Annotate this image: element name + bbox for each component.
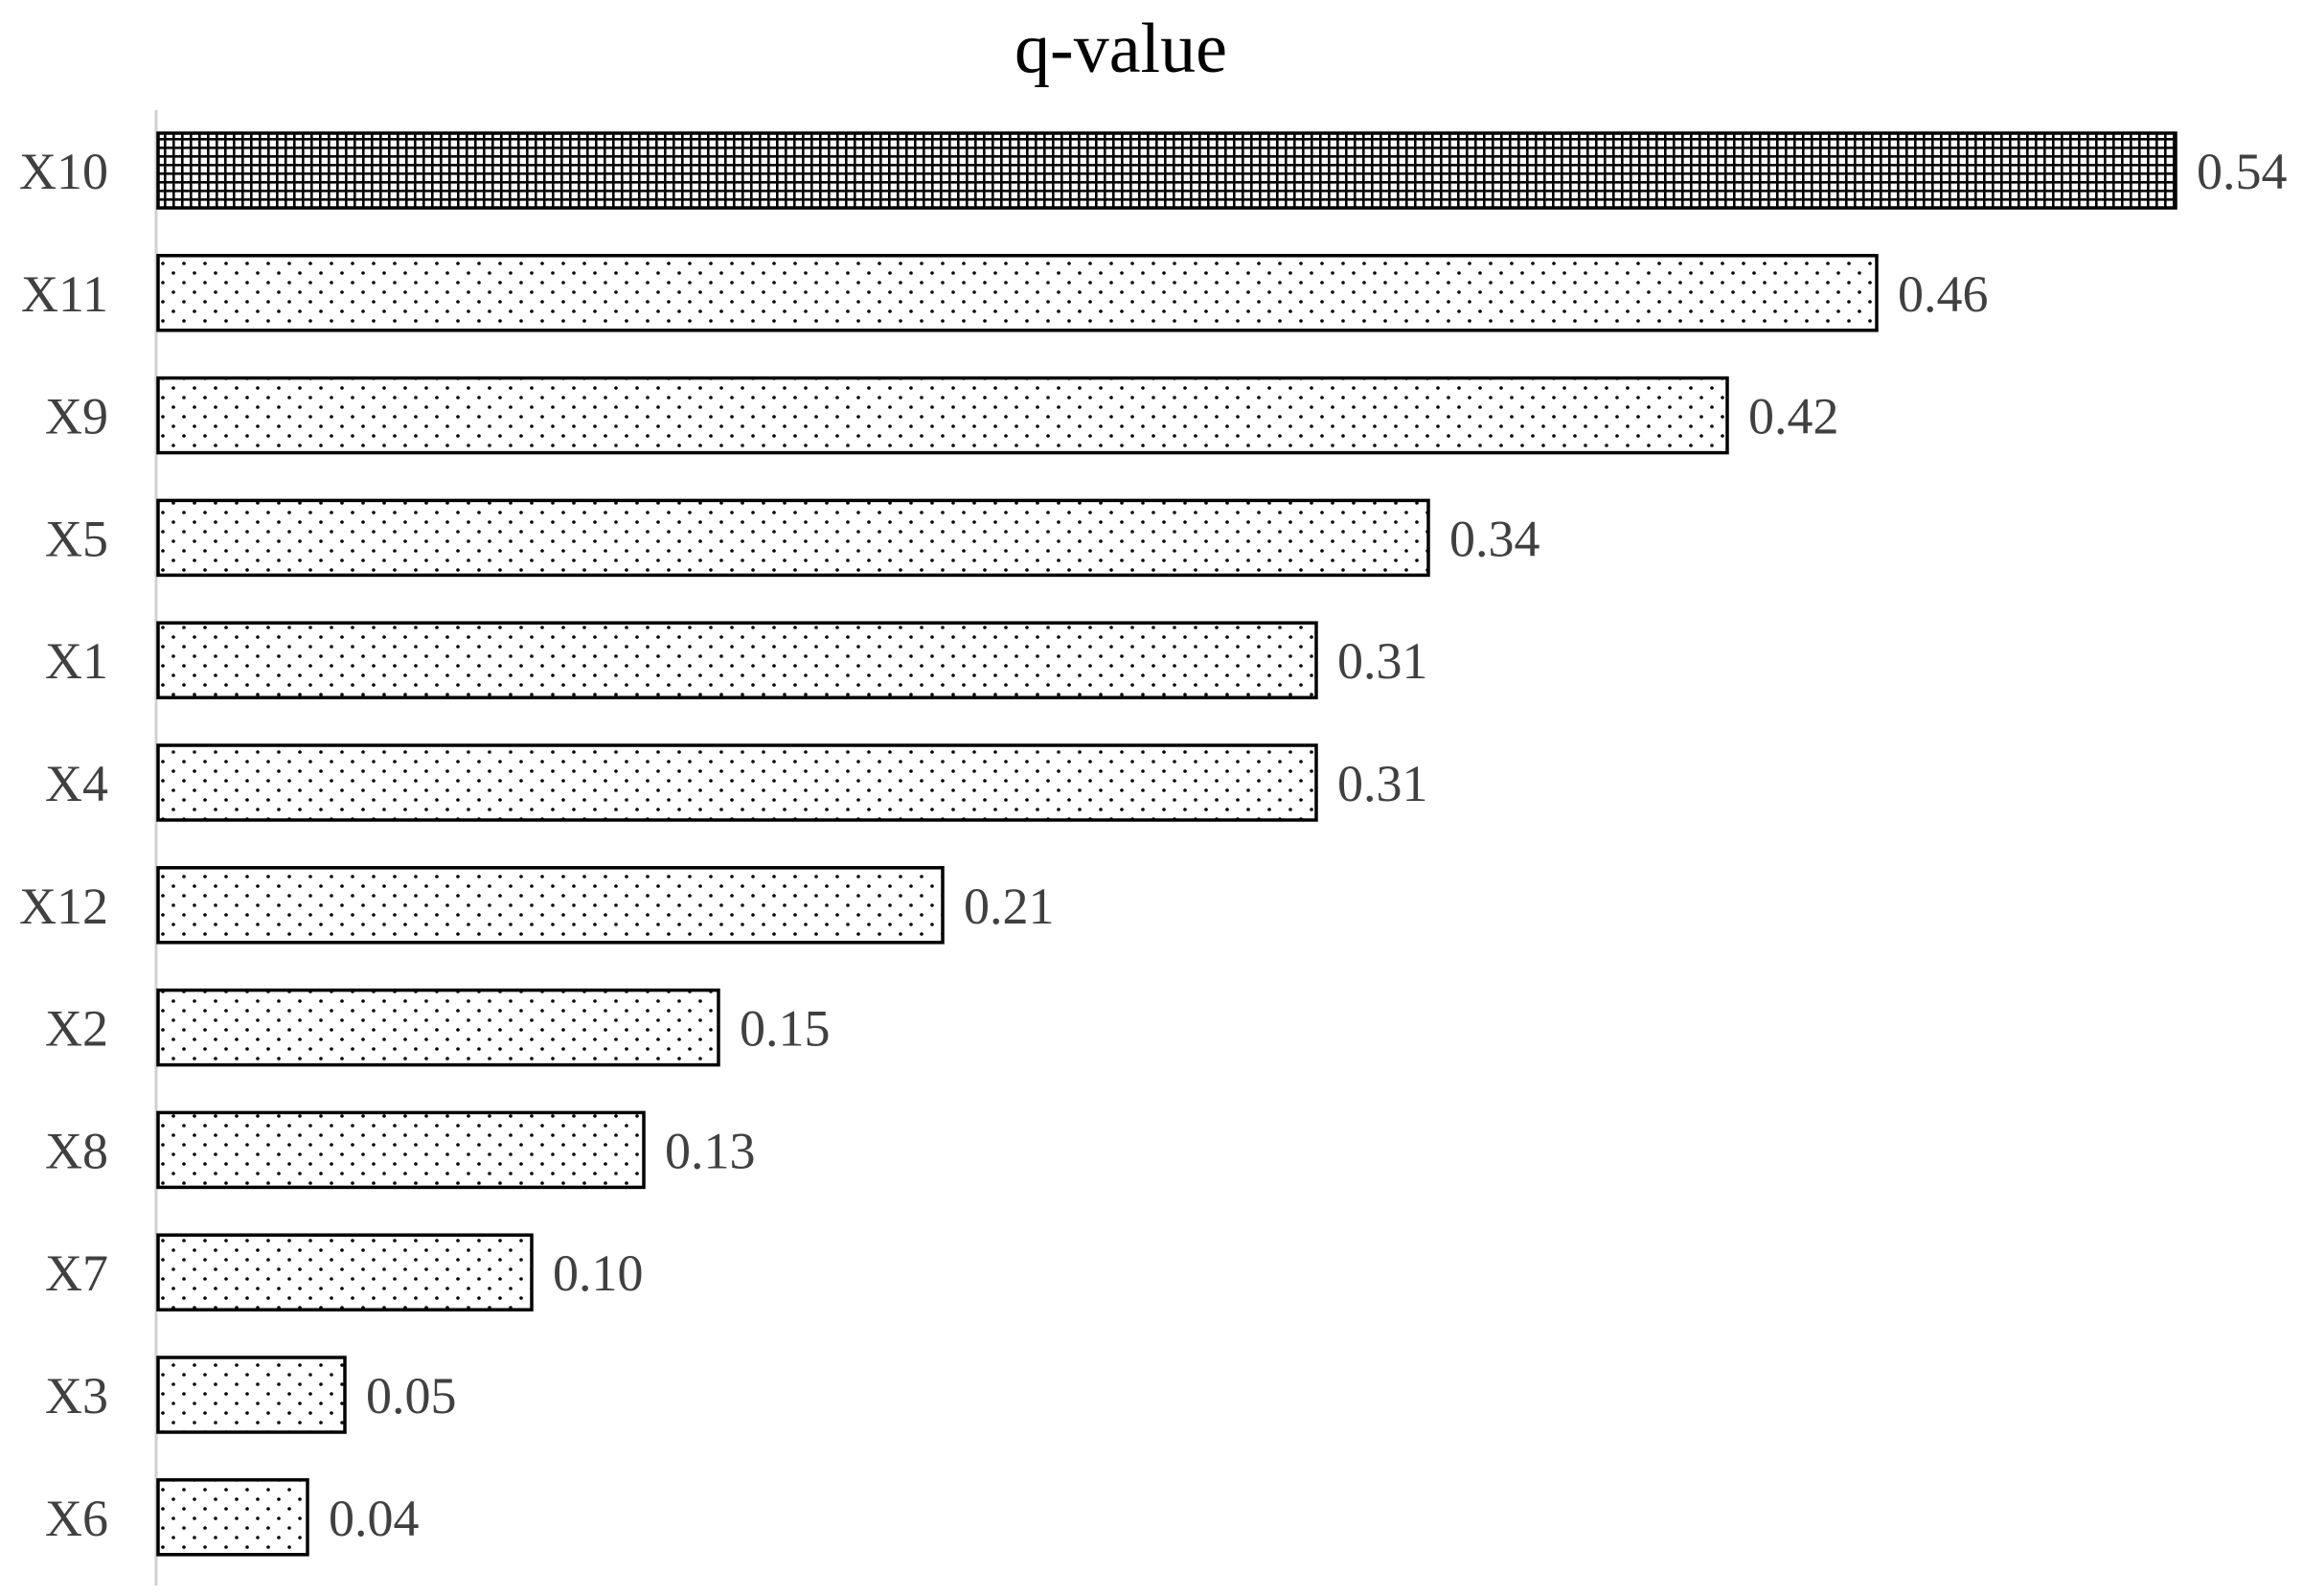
value-label-x12: 0.21	[964, 878, 1055, 935]
value-label-x5: 0.34	[1449, 510, 1540, 567]
bar-x6	[156, 1478, 309, 1557]
category-label-x1: X1	[45, 632, 108, 690]
category-label-x9: X9	[45, 388, 108, 445]
bar-x2	[156, 988, 720, 1067]
category-label-x8: X8	[45, 1122, 108, 1179]
category-label-x11: X11	[21, 265, 108, 323]
bar-x3	[156, 1356, 347, 1434]
category-label-x12: X12	[19, 878, 108, 935]
chart-title: q-value	[1015, 10, 1227, 88]
bar-x4	[156, 743, 1318, 822]
bar-x7	[156, 1233, 534, 1311]
category-label-x5: X5	[45, 510, 108, 567]
bar-x12	[156, 866, 945, 945]
bar-x10	[156, 131, 2178, 210]
value-label-x10: 0.54	[2197, 143, 2288, 200]
value-label-x9: 0.42	[1748, 388, 1839, 445]
value-label-x8: 0.13	[665, 1122, 756, 1179]
value-label-x6: 0.04	[329, 1490, 420, 1547]
bars-group: X10 0.54 X11 0.46 X9 0.42 X5 0.34 X1 0.31 X4 0.31 X1…	[19, 131, 2288, 1557]
bar-x9	[156, 376, 1729, 455]
category-label-x2: X2	[45, 1000, 108, 1058]
category-label-x7: X7	[45, 1244, 108, 1302]
bar-x5	[156, 498, 1430, 578]
bar-x1	[156, 621, 1318, 699]
value-label-x7: 0.10	[553, 1244, 644, 1302]
bar-x11	[156, 254, 1879, 332]
category-label-x4: X4	[45, 755, 108, 812]
value-label-x11: 0.46	[1898, 265, 1989, 323]
category-label-x3: X3	[45, 1367, 108, 1425]
category-label-x10: X10	[19, 143, 108, 200]
bar-x8	[156, 1110, 646, 1190]
value-label-x1: 0.31	[1337, 632, 1428, 690]
value-label-x2: 0.15	[740, 1000, 831, 1058]
value-label-x4: 0.31	[1337, 755, 1428, 812]
category-label-x6: X6	[45, 1490, 108, 1547]
value-label-x3: 0.05	[366, 1367, 457, 1425]
